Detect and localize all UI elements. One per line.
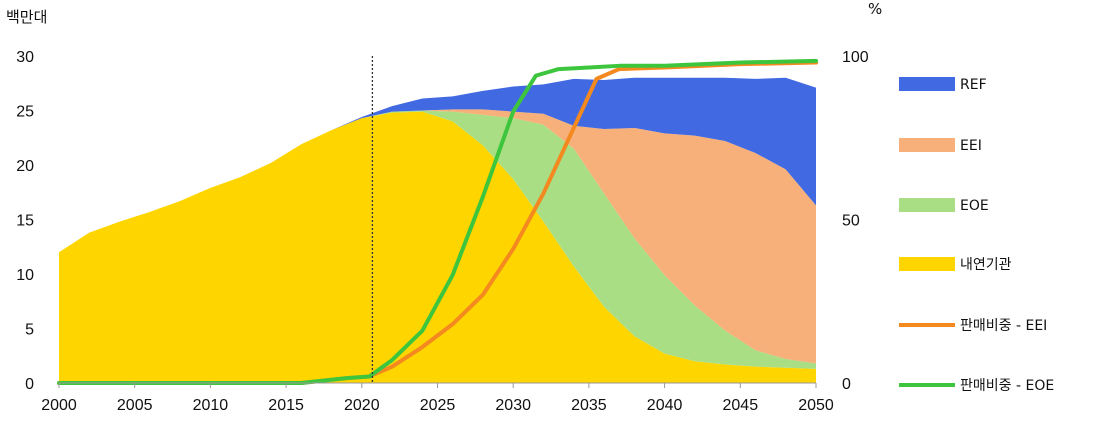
y-left-tick-label: 30 <box>16 49 34 66</box>
legend-swatch <box>899 198 955 212</box>
x-tick-label: 2020 <box>344 397 380 414</box>
legend-item-eoe: EOE <box>899 198 989 214</box>
legend-swatch <box>899 77 955 91</box>
area-내연기관 <box>59 111 816 383</box>
legend-item-ref: REF <box>899 77 987 93</box>
x-tick-label: 2000 <box>41 397 77 414</box>
legend-label: 판매비중 - EOE <box>960 378 1054 394</box>
x-tick-label: 2040 <box>647 397 683 414</box>
legend-item-판매비중-eei: 판매비중 - EEI <box>899 318 1047 334</box>
area-eoe <box>59 110 816 369</box>
y-right-tick-label: 0 <box>842 376 851 393</box>
y-right-tick-label: 50 <box>842 213 860 230</box>
y-left-tick-label: 25 <box>16 104 34 121</box>
x-tick-label: 2025 <box>420 397 456 414</box>
legend-label: EEI <box>960 138 982 154</box>
y-left-tick-label: 5 <box>25 322 34 339</box>
line-판매비중-eoe <box>57 58 818 385</box>
x-tick-label: 2045 <box>723 397 759 414</box>
x-tick-label: 2050 <box>798 397 834 414</box>
legend-item-eei: EEI <box>899 138 982 154</box>
y-left-tick-label: 15 <box>16 213 34 230</box>
y-left-tick-label: 0 <box>25 376 34 393</box>
legend-label: 판매비중 - EEI <box>960 318 1047 334</box>
legend-item-내연기관: 내연기관 <box>899 257 1012 273</box>
legend-label: 내연기관 <box>960 257 1012 273</box>
area-ref <box>59 77 816 253</box>
legend-swatch <box>899 138 955 152</box>
x-tick-label: 2015 <box>268 397 304 414</box>
x-tick-label: 2035 <box>571 397 607 414</box>
legend-label: REF <box>960 77 987 93</box>
y-left-tick-label: 10 <box>16 267 34 284</box>
x-tick-label: 2010 <box>193 397 229 414</box>
axes: 2000 2005 2010 2015 2020 2025 2030 2035 2040 2045… <box>16 49 869 414</box>
left-axis-unit: 백만대 <box>6 8 47 26</box>
line-layers <box>57 58 818 385</box>
x-tick-label: 2030 <box>495 397 531 414</box>
legend-swatch <box>899 257 955 271</box>
y-right-tick-label: 100 <box>842 49 869 66</box>
legend-label: EOE <box>960 198 989 214</box>
right-axis-unit: % <box>868 0 882 18</box>
x-tick-label: 2005 <box>117 397 153 414</box>
legend-item-판매비중-eoe: 판매비중 - EOE <box>899 378 1054 394</box>
y-left-tick-label: 20 <box>16 158 34 175</box>
area-layers <box>59 77 816 383</box>
area-eei <box>59 109 816 364</box>
